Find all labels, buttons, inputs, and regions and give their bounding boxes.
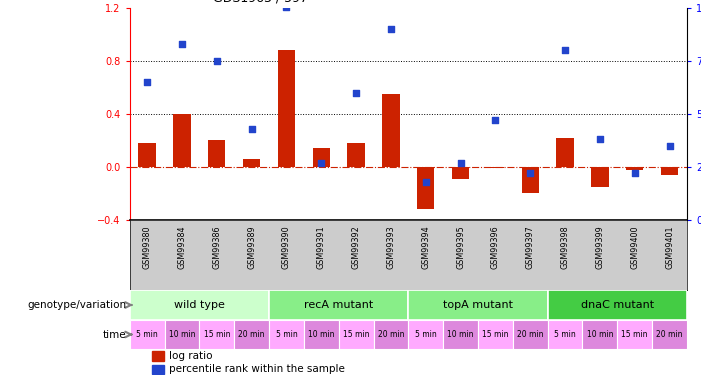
Point (455, 160, 466, 166)
Text: GSM99386: GSM99386 (212, 226, 222, 269)
Text: GSM99394: GSM99394 (421, 226, 430, 269)
Text: topA mutant: topA mutant (443, 300, 513, 310)
Bar (234, 320, 269, 349)
Text: GSM99398: GSM99398 (561, 226, 570, 269)
Text: GSM99391: GSM99391 (317, 226, 326, 269)
Bar (130, 320, 165, 349)
Text: 15 min: 15 min (622, 330, 648, 339)
Bar (199, 320, 234, 349)
Text: log ratio: log ratio (169, 351, 212, 361)
Text: recA mutant: recA mutant (304, 300, 374, 310)
Text: 10 min: 10 min (447, 330, 474, 339)
Text: time: time (102, 330, 126, 339)
Bar (547, 320, 583, 349)
Text: GSM99401: GSM99401 (665, 226, 674, 269)
Point (420, 179, 431, 185)
Bar (269, 320, 304, 349)
Bar (626, 167, 644, 170)
Bar (661, 167, 679, 175)
Text: GDS1963 / 597: GDS1963 / 597 (213, 0, 308, 5)
Text: GSM99392: GSM99392 (352, 226, 360, 269)
Bar (278, 50, 295, 167)
Text: 5 min: 5 min (275, 330, 297, 339)
Bar (513, 320, 547, 349)
Text: GSM99380: GSM99380 (142, 226, 151, 269)
Text: 10 min: 10 min (308, 330, 334, 339)
Bar (382, 94, 400, 167)
Text: dnaC mutant: dnaC mutant (580, 300, 654, 310)
Bar (304, 320, 339, 349)
Text: genotype/variation: genotype/variation (27, 300, 126, 310)
Bar (443, 320, 478, 349)
Text: GSM99390: GSM99390 (282, 226, 291, 269)
Bar (173, 114, 191, 167)
Bar (486, 167, 504, 168)
Bar (152, 351, 164, 361)
Bar (557, 138, 574, 167)
Bar (522, 167, 539, 194)
Bar (269, 290, 408, 320)
Text: 20 min: 20 min (517, 330, 543, 339)
Text: GSM99395: GSM99395 (456, 226, 465, 269)
Bar (374, 320, 408, 349)
Bar (243, 159, 260, 167)
Bar (208, 140, 226, 167)
Text: 10 min: 10 min (169, 330, 195, 339)
Point (524, 170, 536, 176)
Point (490, 117, 501, 123)
Text: 5 min: 5 min (415, 330, 437, 339)
Text: 15 min: 15 min (203, 330, 230, 339)
Point (594, 136, 606, 142)
Point (177, 40, 188, 46)
Text: 15 min: 15 min (482, 330, 509, 339)
Bar (138, 143, 156, 167)
Bar (165, 320, 199, 349)
Point (142, 79, 153, 85)
Bar (452, 167, 469, 179)
Bar (583, 320, 618, 349)
Bar (591, 167, 608, 187)
Text: GSM99397: GSM99397 (526, 226, 535, 269)
Text: GSM99399: GSM99399 (595, 226, 604, 269)
Text: 15 min: 15 min (343, 330, 369, 339)
Bar (618, 320, 652, 349)
Bar (478, 320, 513, 349)
Text: GSM99400: GSM99400 (630, 226, 639, 269)
Text: GSM99384: GSM99384 (177, 226, 186, 269)
Point (211, 58, 222, 64)
Text: percentile rank within the sample: percentile rank within the sample (169, 364, 345, 374)
Bar (313, 148, 330, 167)
Bar (547, 290, 687, 320)
Bar (339, 320, 374, 349)
Text: 10 min: 10 min (587, 330, 613, 339)
Point (281, 4, 292, 10)
Text: wild type: wild type (174, 300, 225, 310)
Point (664, 142, 675, 148)
Text: 20 min: 20 min (656, 330, 683, 339)
Text: 20 min: 20 min (238, 330, 265, 339)
Point (315, 160, 327, 166)
Bar (348, 143, 365, 167)
Text: GSM99396: GSM99396 (491, 226, 500, 269)
Text: GSM99389: GSM99389 (247, 226, 256, 269)
Text: 5 min: 5 min (136, 330, 158, 339)
Point (386, 26, 397, 32)
Text: 20 min: 20 min (378, 330, 404, 339)
Point (350, 90, 362, 96)
Bar (408, 290, 547, 320)
Point (559, 47, 571, 53)
Text: 5 min: 5 min (554, 330, 576, 339)
Bar (130, 290, 269, 320)
Point (246, 126, 257, 132)
Bar (417, 167, 435, 209)
Bar (652, 320, 687, 349)
Bar (408, 320, 443, 349)
Bar (152, 364, 164, 374)
Point (629, 170, 640, 176)
Text: GSM99393: GSM99393 (386, 226, 395, 269)
